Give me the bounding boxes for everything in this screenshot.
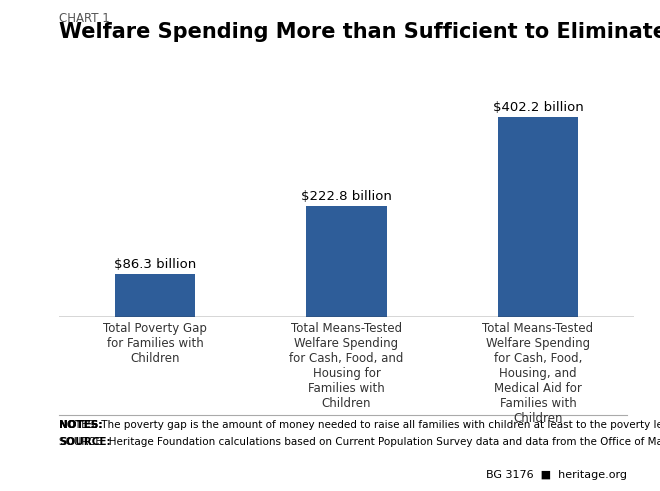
Text: $86.3 billion: $86.3 billion — [114, 258, 196, 271]
Bar — [498, 117, 578, 317]
Text: NOTES: The poverty gap is the amount of money needed to raise all families with : NOTES: The poverty gap is the amount of … — [59, 420, 660, 430]
Text: NOTES:: NOTES: — [59, 420, 103, 430]
Text: CHART 1: CHART 1 — [59, 12, 110, 25]
Bar — [115, 274, 195, 317]
Text: $402.2 billion: $402.2 billion — [492, 101, 583, 114]
Text: SOURCE: Heritage Foundation calculations based on Current Population Survey data: SOURCE: Heritage Foundation calculations… — [59, 437, 660, 447]
Text: $222.8 billion: $222.8 billion — [301, 190, 392, 203]
Text: SOURCE:: SOURCE: — [59, 437, 111, 447]
Text: Welfare Spending More than Sufficient to Eliminate All Child Poverty: Welfare Spending More than Sufficient to… — [59, 22, 660, 42]
Text: Total Means-Tested
Welfare Spending
for Cash, Food,
Housing, and
Medical Aid for: Total Means-Tested Welfare Spending for … — [482, 322, 593, 425]
Bar — [306, 206, 387, 317]
Text: BG 3176  ■  heritage.org: BG 3176 ■ heritage.org — [486, 470, 627, 480]
Text: Total Poverty Gap
for Families with
Children: Total Poverty Gap for Families with Chil… — [103, 322, 207, 365]
Text: Total Means-Tested
Welfare Spending
for Cash, Food, and
Housing for
Families wit: Total Means-Tested Welfare Spending for … — [289, 322, 404, 409]
Text: NOTES:: NOTES: — [59, 420, 103, 430]
